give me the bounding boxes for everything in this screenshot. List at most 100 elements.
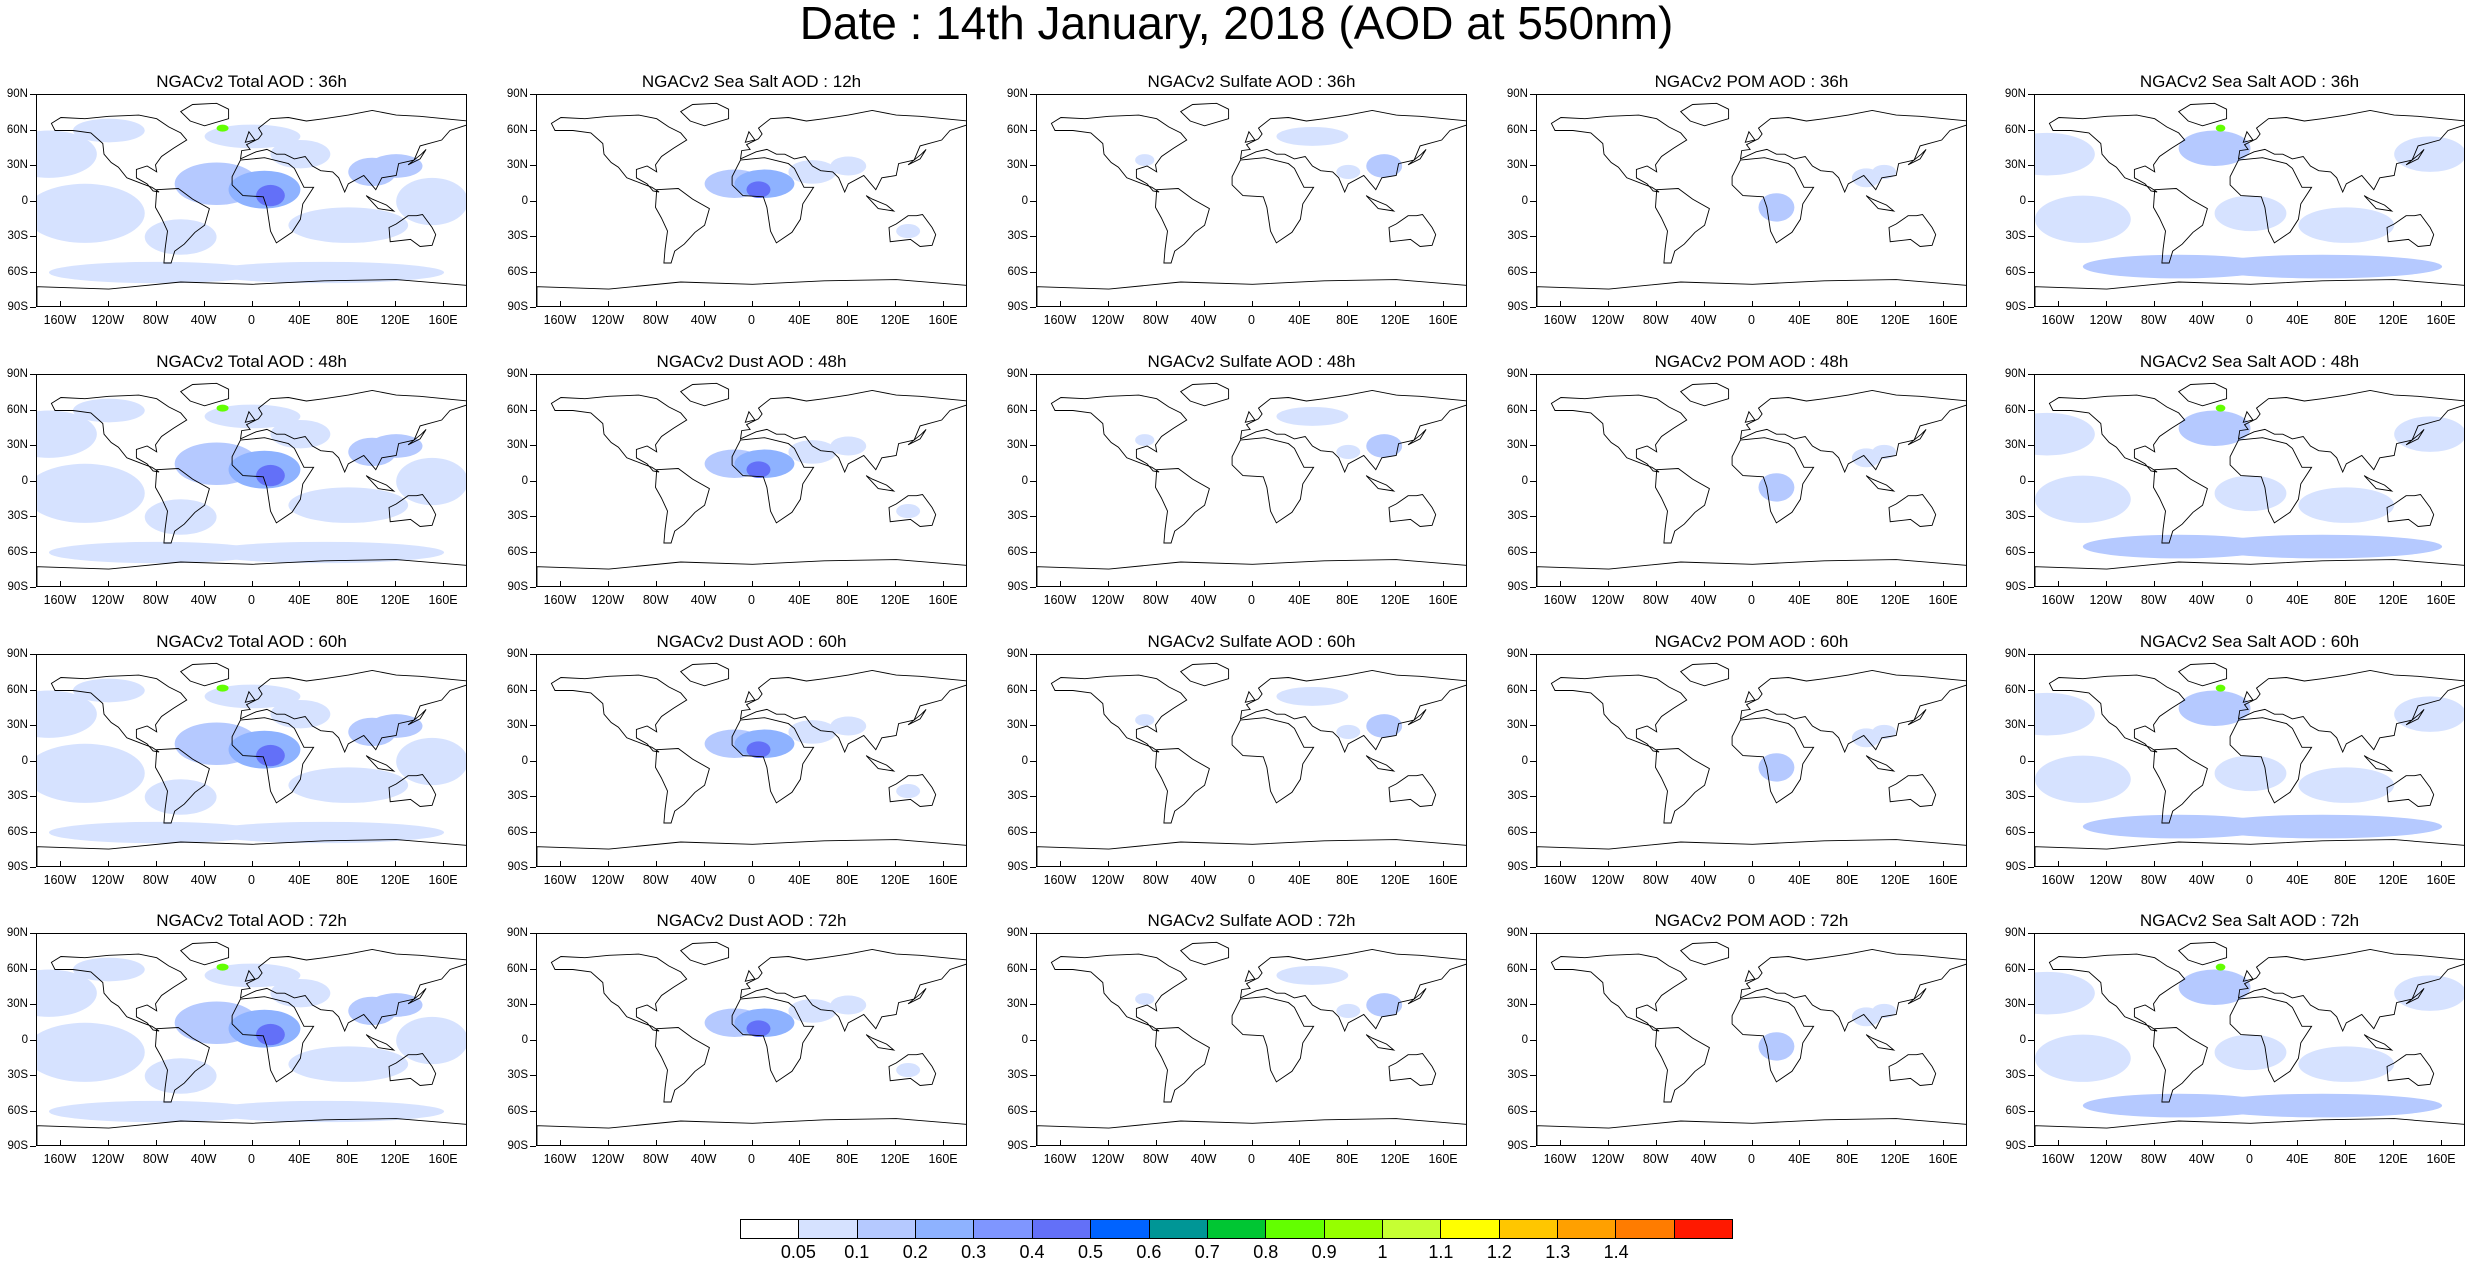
longitude-label: 0 [1748,313,1755,327]
aod-field [1366,993,1403,1017]
coastline [37,279,466,306]
lat-tick [1530,587,1536,588]
coastline [679,382,730,407]
lon-tick [1395,1140,1397,1146]
lat-tick [1530,1039,1536,1041]
coastline [739,669,966,754]
latitude-label: 30S [2005,230,2026,242]
lat-tick [30,409,36,411]
latitude-label: 30S [507,790,528,802]
coastline [1365,1034,1396,1051]
lon-tick [2441,861,2443,867]
colorbar-label: 0.2 [902,1242,928,1262]
coastline [1037,1118,1466,1145]
longitude-label: 120W [1591,873,1625,887]
lat-tick [1530,1075,1536,1076]
world-map [1536,933,1967,1146]
latitude-label: 60S [1507,825,1528,838]
coastline [407,709,427,726]
latitude-label: 60N [2004,962,2026,975]
lon-tick [2249,1140,2251,1146]
longitude-label: 40W [2188,1152,2215,1166]
coastline [239,669,466,754]
coastline [1239,669,1466,754]
coastline [1865,195,1896,212]
latitude-label: 90S [2005,581,2026,593]
lon-tick [59,1140,61,1146]
panel-title: NGACv2 POM AOD : 60h [1654,632,1849,651]
aod-field [48,541,265,564]
lon-tick [347,861,349,867]
lon-tick [107,301,109,307]
coastline [2386,774,2435,807]
lat-tick [2028,374,2034,375]
lon-tick [2057,1140,2059,1146]
lat-tick [1030,94,1036,95]
lat-tick [530,1004,536,1005]
panel-title: NGACv2 Total AOD : 72h [156,911,347,930]
coastline [1407,149,1427,166]
latitude-label: 30S [1007,790,1028,802]
coastline [1231,717,1315,804]
lon-tick [559,1140,561,1146]
lat-tick [2028,796,2034,797]
coastline [2229,996,2313,1083]
lon-tick [1443,581,1445,587]
panel-title: NGACv2 POM AOD : 48h [1654,352,1849,371]
coastline [1388,214,1437,247]
panel-title: NGACv2 Sea Salt AOD : 48h [2139,352,2360,371]
coastline [2405,149,2425,166]
lat-tick [2028,409,2034,411]
lon-tick [1559,1140,1561,1146]
coastline [2048,114,2186,193]
latitude-label: 0 [1521,474,1528,487]
world-map [36,654,467,867]
lon-tick [943,581,945,587]
longitude-label: 160E [928,1152,958,1166]
aod-field [2298,767,2395,803]
lon-tick [847,301,849,307]
lon-tick [559,861,561,867]
latitude-label: 60N [2004,403,2026,416]
longitude-label: 120E [880,873,910,887]
colorbar-label: 0.6 [1136,1242,1162,1262]
lat-tick [2028,1110,2034,1112]
coastline [2153,1027,2208,1103]
aod-field [2394,136,2464,172]
longitude-label: 120E [380,1152,410,1166]
map-panel: NGACv2 Dust AOD : 72h 90N 60N 30N 0 30S 60S 90S… [500,911,1000,1166]
lon-tick [2345,1140,2347,1146]
longitude-label: 80W [1642,873,1669,887]
coastline [2237,109,2464,194]
coastline [37,839,466,866]
latitude-label: 0 [2019,754,2026,767]
lon-tick [1155,581,1157,587]
lon-tick [2297,1140,2299,1146]
aod-field [37,969,97,1017]
colorbar-label: 0.3 [961,1242,987,1262]
coastline [365,1034,396,1051]
latitude-label: 60S [7,825,28,838]
lat-tick [2028,725,2034,726]
coastline [2048,953,2186,1032]
longitude-label: 40E [1288,313,1311,327]
longitude-label: 160E [2426,593,2456,607]
lon-tick [943,861,945,867]
lat-tick [1530,307,1536,308]
lon-tick [2201,861,2203,867]
colorbar-label: 1 [1377,1242,1388,1262]
longitude-label: 120W [1091,313,1125,327]
aod-field [48,821,265,844]
coastline [1244,969,1256,982]
coastline [2386,1053,2435,1086]
longitude-label: 0 [1748,1152,1755,1166]
lat-tick [1030,1039,1036,1041]
coastline [2237,948,2464,1033]
longitude-label: 120W [591,593,625,607]
coastline [365,755,396,772]
coastline [2229,717,2313,804]
longitude-label: 40E [1788,593,1811,607]
aod-field [746,181,771,198]
longitude-label: 80W [2140,313,2167,327]
coastline [2386,494,2435,527]
